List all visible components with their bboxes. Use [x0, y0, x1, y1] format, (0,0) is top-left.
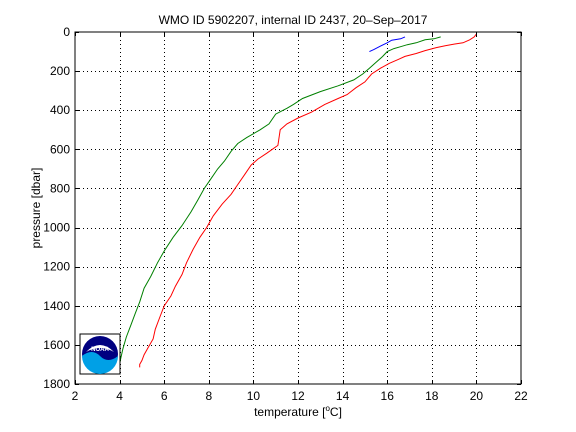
- y-tick-label: 0: [63, 25, 70, 39]
- series-line-3: [369, 36, 406, 53]
- y-tick-label: 200: [50, 64, 70, 78]
- logo-text: NOAA: [91, 347, 109, 353]
- y-tick-label: 1600: [43, 338, 70, 352]
- grid-lines: [75, 32, 521, 384]
- x-tick-label: 20: [470, 389, 484, 403]
- series-group: [119, 33, 477, 368]
- x-axis-label-post: C]: [330, 405, 342, 419]
- y-tick-label: 1800: [43, 377, 70, 391]
- x-tick-label: 12: [291, 389, 305, 403]
- x-tick-label: 14: [336, 389, 350, 403]
- x-tick-label: 8: [205, 389, 212, 403]
- logo-wave: [82, 352, 118, 374]
- chart-title: WMO ID 5902207, internal ID 2437, 20–Sep…: [159, 13, 428, 27]
- x-tick-label: 18: [425, 389, 439, 403]
- axis-ticks: 2 4 6 8 10 12 14 16 18 20 22 0 200 400 600 800 1000 1200 1…: [43, 25, 528, 403]
- y-axis-label: pressure [dbar]: [29, 168, 43, 249]
- x-tick-label: 10: [247, 389, 261, 403]
- y-tick-label: 1000: [43, 221, 70, 235]
- series-line-1: [139, 33, 477, 368]
- x-tick-label: 22: [514, 389, 528, 403]
- y-tick-label: 1200: [43, 260, 70, 274]
- x-tick-label: 2: [72, 389, 79, 403]
- y-tick-label: 600: [50, 142, 70, 156]
- x-axis-label-pre: temperature [: [254, 405, 326, 419]
- series-line-2: [119, 36, 441, 365]
- y-tick-label: 1400: [43, 299, 70, 313]
- y-tick-label: 800: [50, 181, 70, 195]
- y-tick-label: 400: [50, 103, 70, 117]
- x-axis-label-degree: o: [325, 404, 330, 413]
- x-tick-label: 16: [381, 389, 395, 403]
- noaa-logo: NOAA: [79, 333, 121, 375]
- x-tick-label: 6: [161, 389, 168, 403]
- x-tick-label: 4: [116, 389, 123, 403]
- logo-gull: [86, 345, 114, 352]
- x-axis-label: temperature [oC]: [254, 404, 342, 419]
